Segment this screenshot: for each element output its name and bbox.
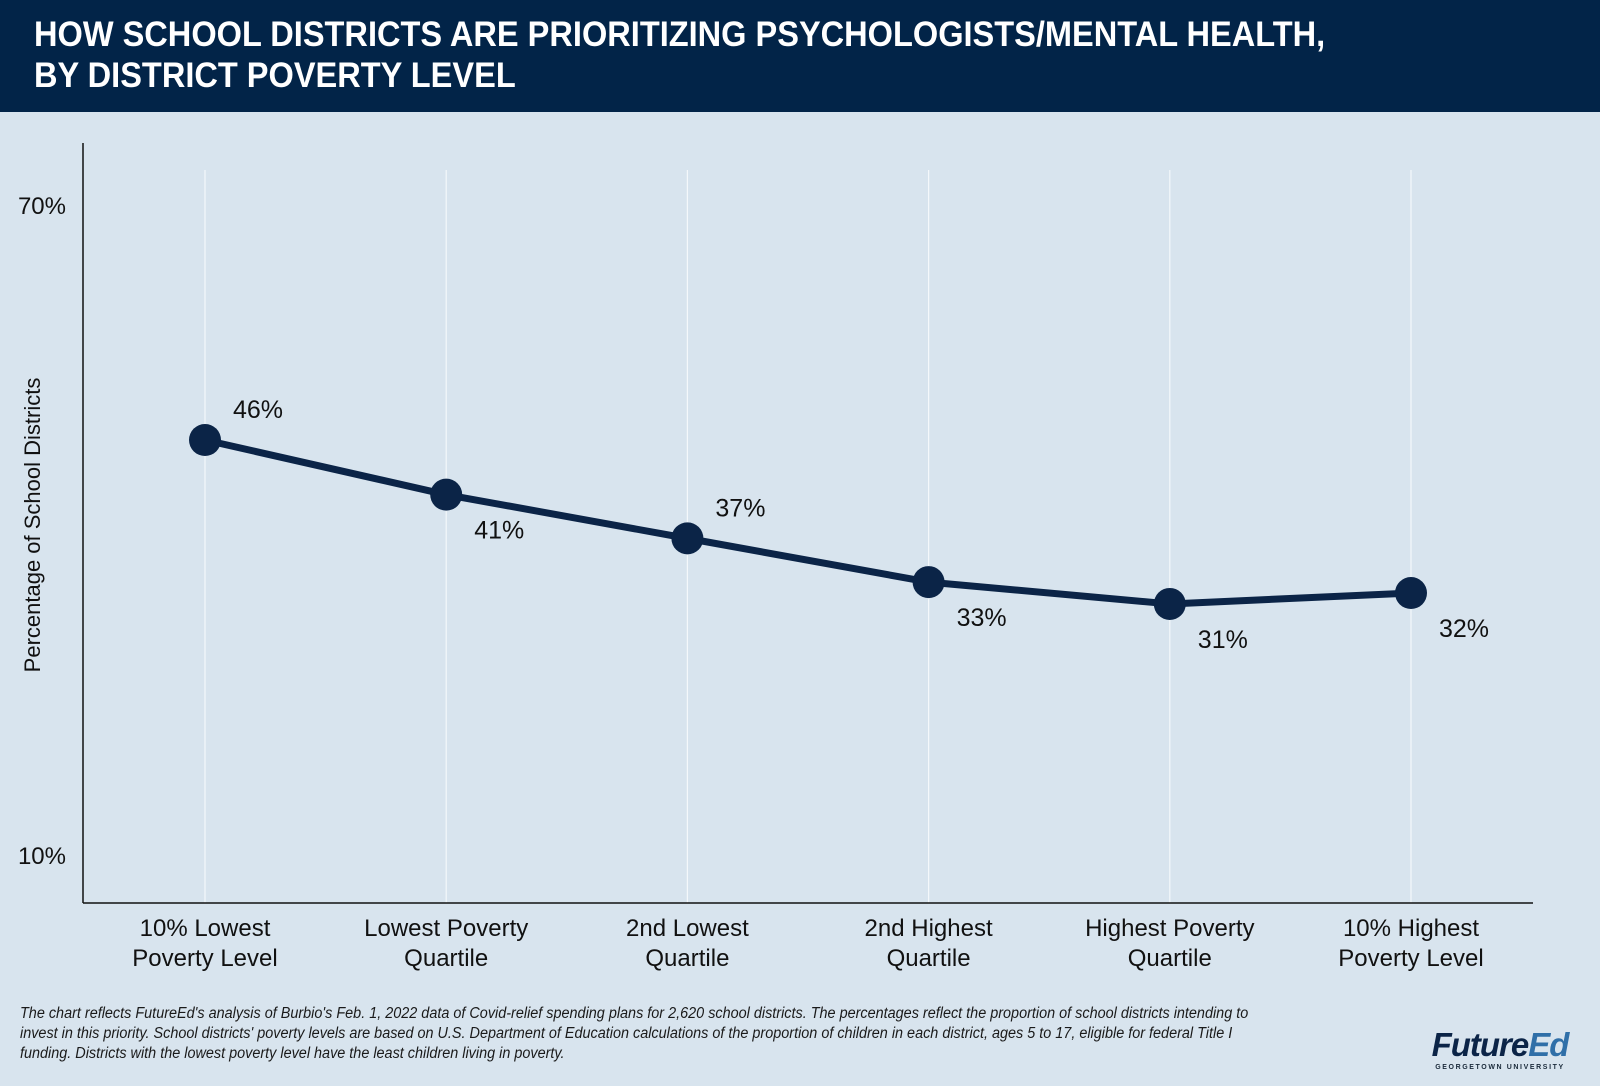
x-tick-label: Quartile <box>1128 945 1212 972</box>
x-tick-label: 2nd Highest <box>865 915 993 942</box>
chart-title-line-1: HOW SCHOOL DISTRICTS ARE PRIORITIZING PS… <box>34 15 1326 54</box>
data-label: 31% <box>1198 626 1248 654</box>
data-point <box>1395 577 1427 610</box>
gridlines <box>204 170 1412 903</box>
x-tick-label: 2nd Lowest <box>626 915 749 942</box>
x-tick-label: 10% Lowest <box>140 915 271 942</box>
logo-future-text: Future <box>1431 1026 1530 1063</box>
data-point <box>189 424 221 456</box>
data-label: 32% <box>1439 615 1489 643</box>
x-tick-labels: 10% Lowest Poverty Level Lowest Poverty Qua… <box>132 915 1483 972</box>
data-point <box>912 566 945 599</box>
x-tick-label: Quartile <box>645 945 729 972</box>
x-tick-label: 10% Highest <box>1343 915 1479 942</box>
logo-wordmark: FutureEd <box>1420 1028 1580 1062</box>
x-tick-label: Lowest Poverty <box>364 915 528 942</box>
chart-header: HOW SCHOOL DISTRICTS ARE PRIORITIZING PS… <box>0 0 1600 112</box>
y-tick-label: 70% <box>18 193 66 220</box>
x-tick-label: Poverty Level <box>1338 945 1483 972</box>
line-chart: 70% 10% Percentage of School Districts 46… <box>18 143 1533 972</box>
data-label: 41% <box>474 517 524 545</box>
footnote: The chart reflects FutureEd's analysis o… <box>20 1005 1249 1062</box>
x-tick-label: Highest Poverty <box>1085 915 1254 942</box>
data-point <box>671 522 704 555</box>
data-point <box>1153 587 1186 620</box>
series-line <box>204 436 1412 608</box>
chart-title: HOW SCHOOL DISTRICTS ARE PRIORITIZING PS… <box>34 14 1485 96</box>
x-tick-label: Poverty Level <box>132 945 277 972</box>
y-tick-labels: 70% 10% <box>18 193 66 870</box>
data-labels: 46% 41% 37% 33% 31% 32% <box>233 396 1489 654</box>
y-axis-label: Percentage of School Districts <box>20 378 45 673</box>
futureed-logo: FutureEd GEORGETOWN UNIVERSITY <box>1420 1028 1580 1072</box>
y-tick-label: 10% <box>18 843 66 870</box>
data-label: 46% <box>233 396 283 424</box>
x-tick-label: Quartile <box>887 945 971 972</box>
data-points <box>189 424 1427 620</box>
logo-ed-text: Ed <box>1528 1026 1569 1063</box>
data-point <box>430 478 463 511</box>
logo-subtitle: GEORGETOWN UNIVERSITY <box>1435 1064 1565 1071</box>
data-label: 37% <box>715 494 765 522</box>
chart-title-line-2: BY DISTRICT POVERTY LEVEL <box>34 56 516 95</box>
x-tick-label: Quartile <box>404 945 488 972</box>
data-label: 33% <box>957 604 1007 632</box>
